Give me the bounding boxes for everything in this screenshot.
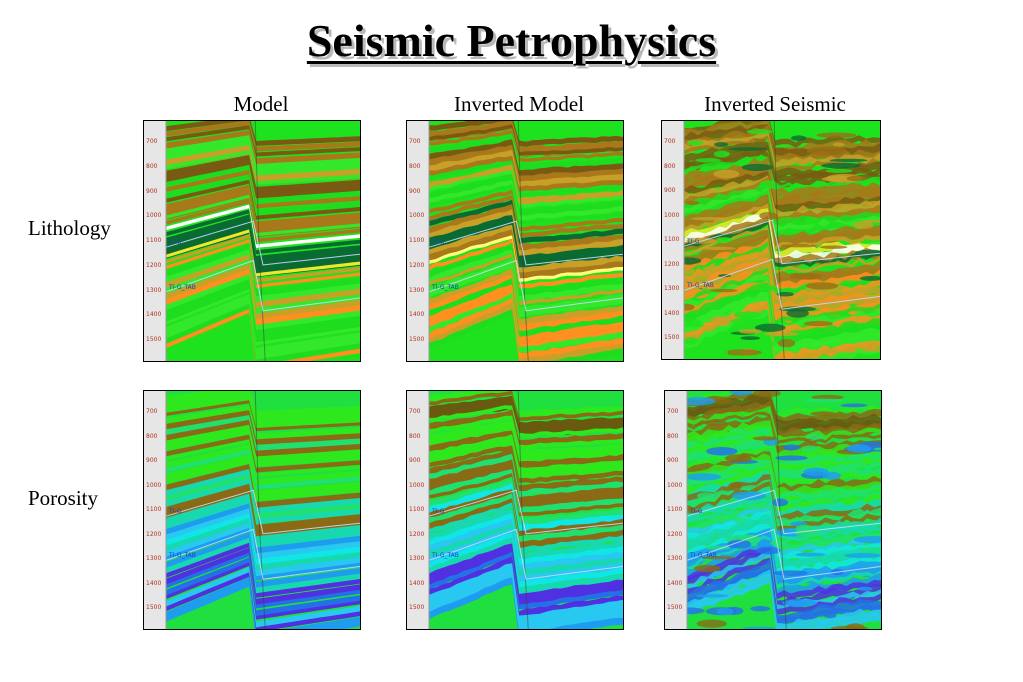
depth-tick-label: 700: [667, 408, 679, 415]
depth-tick-label: 900: [409, 187, 421, 195]
depth-tick-label: 1200: [146, 530, 162, 538]
depth-tick-label: 1100: [409, 506, 425, 514]
depth-tick-label: 900: [146, 187, 158, 195]
depth-tick-label: 1500: [146, 604, 162, 612]
depth-tick-label: 900: [667, 457, 679, 465]
depth-tick-label: 800: [664, 162, 676, 170]
depth-tick-label: 1500: [664, 334, 680, 342]
depth-tick-label: 700: [146, 408, 158, 415]
horizon-label: TI-G: [169, 239, 182, 247]
depth-tick-label: 1000: [667, 481, 683, 489]
horizon-label: TI-G: [687, 238, 700, 246]
horizon-label: TI-G: [432, 508, 445, 516]
litho-section-inverted: [407, 121, 623, 361]
depth-tick-label: 1200: [146, 261, 162, 269]
depth-tick-label: 1400: [146, 311, 162, 319]
depth-tick-label: 1500: [409, 336, 425, 344]
depth-tick-label: 800: [667, 432, 679, 440]
poro-section-inverted: [407, 391, 623, 629]
poro-section-seismic: [665, 391, 881, 629]
depth-tick-label: 1300: [667, 555, 683, 563]
depth-tick-label: 800: [146, 432, 158, 440]
depth-tick-label: 1000: [146, 481, 162, 489]
lithology-model-panel: 700 800 900 1000 1100 1200 1300 1400 1500 TI-G TI-…: [143, 120, 361, 362]
horizon-label: TI-G: [690, 508, 703, 516]
litho-section-model: [144, 121, 360, 361]
depth-tick-label: 1200: [409, 261, 425, 269]
horizon-label: TI-G_TAB: [432, 283, 459, 291]
horizon-label: TI-G_TAB: [169, 552, 196, 560]
depth-tick-label: 800: [409, 162, 421, 170]
depth-tick-label: 1400: [409, 311, 425, 319]
depth-tick-label: 1500: [409, 604, 425, 612]
horizon-label: TI-G: [432, 239, 445, 247]
column-label-inverted-seismic: Inverted Seismic: [704, 92, 846, 116]
depth-tick-label: 1100: [667, 506, 683, 514]
horizon-label: TI-G_TAB: [432, 552, 459, 560]
depth-tick-label: 1300: [409, 286, 425, 294]
horizon-label: TI-G_TAB: [690, 552, 717, 560]
row-label-lithology: Lithology: [28, 216, 111, 240]
depth-tick-label: 900: [664, 187, 676, 195]
depth-tick-label: 700: [409, 408, 421, 415]
depth-tick-label: 1100: [146, 237, 162, 245]
poro-section-model: [144, 391, 360, 629]
depth-tick-label: 1300: [664, 285, 680, 293]
horizon-label: TI-G_TAB: [169, 283, 196, 291]
litho-section-seismic: [662, 121, 880, 359]
depth-tick-label: 900: [146, 457, 158, 465]
depth-tick-label: 1000: [409, 481, 425, 489]
porosity-inverted-model-panel: 700 800 900 1000 1100 1200 1300 1400 1500 TI-G TI-…: [406, 390, 624, 630]
depth-tick-label: 800: [409, 432, 421, 440]
horizon-label: TI-G_TAB: [687, 282, 714, 290]
depth-tick-label: 1000: [146, 212, 162, 220]
column-label-inverted-model: Inverted Model: [453, 92, 585, 116]
depth-tick-label: 1400: [667, 579, 683, 587]
depth-tick-label: 1300: [146, 286, 162, 294]
depth-tick-label: 1400: [409, 579, 425, 587]
depth-tick-label: 1200: [409, 530, 425, 538]
depth-tick-label: 1300: [409, 555, 425, 563]
depth-tick-label: 1500: [667, 604, 683, 612]
depth-tick-label: 700: [146, 138, 158, 145]
lithology-inverted-seismic-panel: 700 800 900 1000 1100 1200 1300 1400 1500 TI-G TI-…: [661, 120, 881, 360]
depth-tick-label: 700: [409, 138, 421, 145]
depth-tick-label: 1400: [664, 309, 680, 317]
depth-tick-label: 1400: [146, 579, 162, 587]
depth-tick-label: 700: [664, 138, 676, 145]
porosity-model-panel: 700 800 900 1000 1100 1200 1300 1400 1500 TI-G TI-…: [143, 390, 361, 630]
horizon-label: TI-G: [169, 508, 182, 516]
porosity-inverted-seismic-panel: 700 800 900 1000 1100 1200 1300 1400 1500 TI-G TI-…: [664, 390, 882, 630]
column-label-model: Model: [233, 92, 289, 116]
depth-tick-label: 1100: [409, 237, 425, 245]
depth-tick-label: 900: [409, 457, 421, 465]
lithology-inverted-model-panel: 700 800 900 1000 1100 1200 1300 1400 1500 TI-G TI-…: [406, 120, 624, 362]
depth-tick-label: 1200: [667, 530, 683, 538]
depth-tick-label: 1200: [664, 260, 680, 268]
page-title: Seismic Petrophysics: [306, 15, 717, 66]
depth-tick-label: 1300: [146, 555, 162, 563]
row-label-porosity: Porosity: [28, 486, 99, 510]
depth-tick-label: 800: [146, 162, 158, 170]
depth-tick-label: 1100: [146, 506, 162, 514]
depth-tick-label: 1500: [146, 336, 162, 344]
depth-tick-label: 1100: [664, 236, 680, 244]
depth-tick-label: 1000: [409, 212, 425, 220]
depth-tick-label: 1000: [664, 211, 680, 219]
